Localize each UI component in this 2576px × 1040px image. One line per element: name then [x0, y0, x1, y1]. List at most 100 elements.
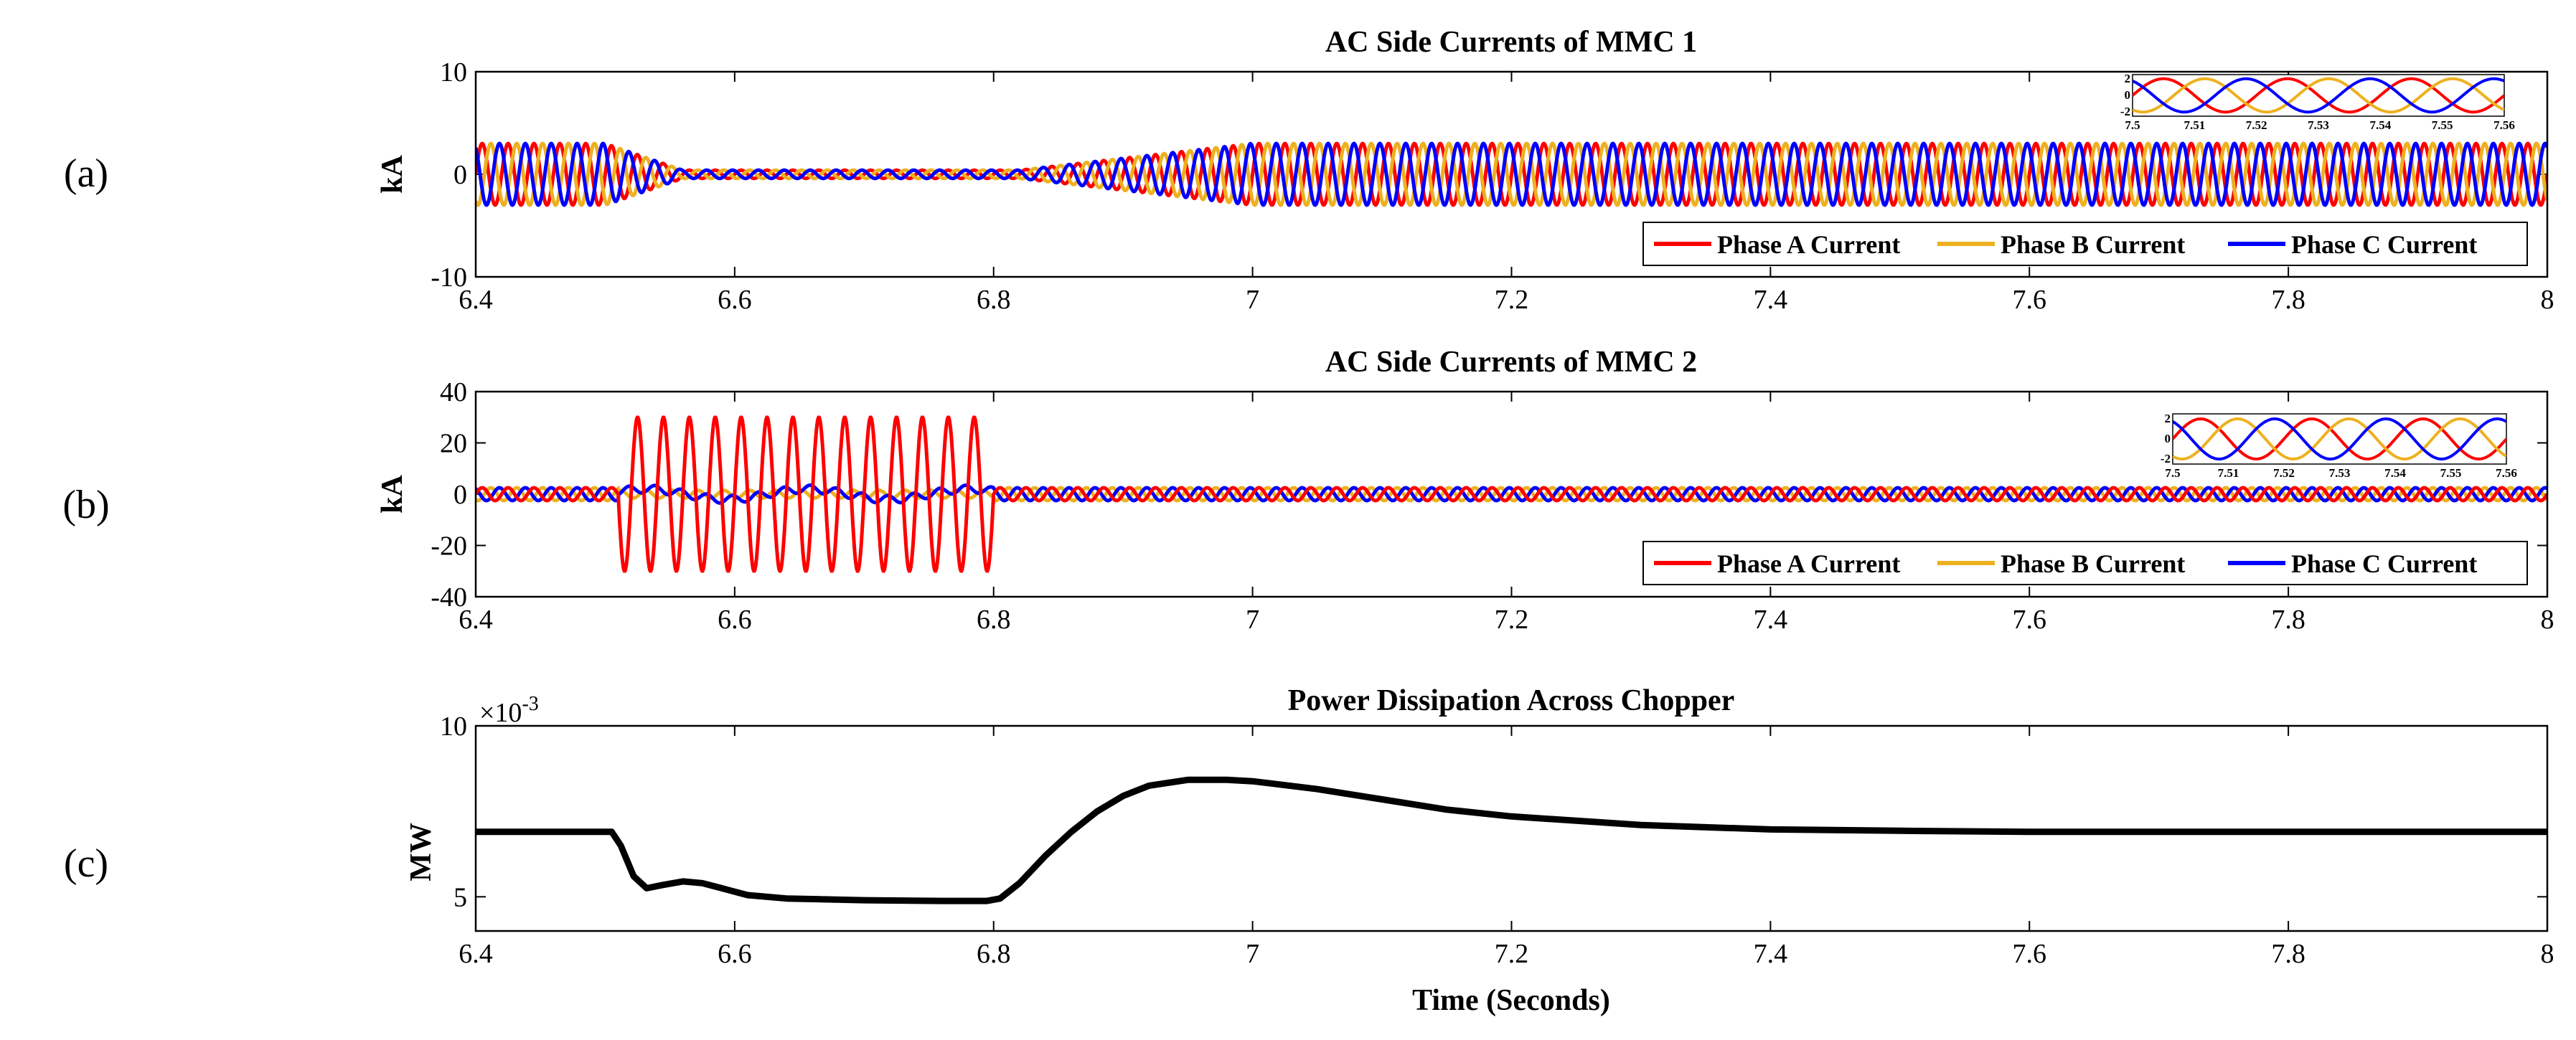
- panel-a-inset: 2 0 -2 7.5 7.51 7.52 7.53 7.54 7.55 7.56: [2120, 72, 2515, 132]
- inset-x-tick-label: 7.51: [2184, 118, 2205, 132]
- inset-y-tick-label: -2: [2161, 452, 2171, 465]
- x-tick-label: 6.8: [977, 285, 1011, 315]
- panel-a-title: AC Side Currents of MMC 1: [1325, 26, 1697, 59]
- inset-series-line: [2173, 417, 2506, 460]
- x-tick-label: 7: [1246, 605, 1259, 635]
- panel-a-label: (a): [64, 151, 108, 196]
- panel-c-title: Power Dissipation Across Chopper: [1288, 684, 1735, 717]
- y-tick-label: -20: [431, 531, 467, 562]
- panel-a-ylabel: kA: [376, 154, 409, 193]
- x-tick-label: 7.6: [2013, 285, 2047, 315]
- panel-c-y-scale: ×10-3: [479, 693, 539, 728]
- series-line-phase-c-current: [476, 483, 2547, 505]
- inset-y-tick-label: 0: [2125, 88, 2131, 102]
- panel-c-label: (c): [64, 841, 108, 886]
- x-tick-label: 7.6: [2013, 605, 2047, 635]
- panel-a-xticks: 6.4 6.6 6.8 7 7.2 7.4 7.6 7.8 8: [459, 72, 2554, 315]
- inset-y-tick-label: -2: [2120, 105, 2130, 118]
- panel-c-y-scale-exp: -3: [522, 693, 538, 715]
- panel-c-ylabel: MW: [405, 823, 438, 881]
- x-tick-label: 8: [2541, 605, 2554, 635]
- panel-a-inset-yticks: 2 0 -2: [2120, 72, 2130, 118]
- inset-x-tick-label: 7.54: [2369, 118, 2391, 132]
- panel-a-inset-series: [2133, 77, 2504, 114]
- x-tick-label: 6.4: [459, 939, 493, 969]
- x-tick-label: 7.8: [2271, 285, 2305, 315]
- x-tick-label: 6.4: [459, 605, 493, 635]
- panel-b: (b) AC Side Currents of MMC 2 kA 6.4 6.6 6…: [62, 346, 2554, 635]
- panel-c: (c) Power Dissipation Across Chopper MW …: [64, 684, 2554, 1017]
- panel-b-ylabel: kA: [376, 474, 409, 513]
- inset-x-tick-label: 7.54: [2384, 466, 2406, 480]
- panel-b-inset-series: [2173, 417, 2506, 461]
- panel-a: (a) AC Side Currents of MMC 1 kA 6.4 6.6 6…: [64, 26, 2554, 315]
- legend-b-phase-b: Phase B Current: [2001, 549, 2185, 578]
- panel-b-label: (b): [62, 483, 109, 527]
- series-line-phase-a-current: [476, 415, 2547, 573]
- y-tick-label: 20: [440, 429, 467, 459]
- panel-a-axes-box: [474, 70, 2549, 278]
- series-line-phase-a-current: [476, 141, 2547, 207]
- panel-c-series: [476, 776, 2547, 904]
- x-axis-label: Time (Seconds): [1412, 984, 1610, 1017]
- panel-b-xticks: 6.4 6.6 6.8 7 7.2 7.4 7.6 7.8 8: [459, 392, 2554, 635]
- inset-x-tick-label: 7.55: [2440, 466, 2462, 480]
- legend-a-phase-a: Phase A Current: [1717, 230, 1900, 259]
- panel-a-legend: Phase A Current Phase B Current Phase C …: [1642, 222, 2528, 266]
- x-tick-label: 6.8: [977, 605, 1011, 635]
- panel-b-series: [476, 415, 2547, 573]
- x-tick-label: 7.8: [2271, 939, 2305, 969]
- x-tick-label: 6.6: [718, 285, 752, 315]
- inset-x-tick-label: 7.52: [2273, 466, 2295, 480]
- y-tick-label: 0: [453, 160, 467, 190]
- panel-b-inset-xticks: 7.5 7.51 7.52 7.53 7.54 7.55 7.56: [2165, 466, 2517, 480]
- inset-x-tick-label: 7.5: [2165, 466, 2180, 480]
- inset-x-tick-label: 7.52: [2246, 118, 2267, 132]
- panel-b-title: AC Side Currents of MMC 2: [1325, 346, 1697, 379]
- inset-series-line: [2133, 77, 2504, 114]
- x-tick-label: 6.8: [977, 939, 1011, 969]
- inset-series-line: [2173, 417, 2506, 460]
- legend-a-phase-c: Phase C Current: [2291, 230, 2477, 259]
- inset-y-tick-label: 2: [2165, 412, 2171, 425]
- x-tick-label: 7.8: [2271, 605, 2305, 635]
- panel-b-axes-box: [474, 390, 2549, 598]
- x-tick-label: 7.4: [1754, 939, 1788, 969]
- panel-a-inset-xticks: 7.5 7.51 7.52 7.53 7.54 7.55 7.56: [2125, 118, 2515, 132]
- legend-b-phase-a: Phase A Current: [1717, 549, 1900, 578]
- legend-b-phase-c: Phase C Current: [2291, 549, 2477, 578]
- x-tick-label: 7.4: [1754, 285, 1788, 315]
- x-tick-label: 7.2: [1495, 285, 1529, 315]
- panel-b-legend: Phase A Current Phase B Current Phase C …: [1642, 541, 2528, 585]
- series-line-power: [476, 776, 2547, 904]
- inset-x-tick-label: 7.53: [2329, 466, 2351, 480]
- panel-c-xticks: 6.4 6.6 6.8 7 7.2 7.4 7.6 7.8 8: [459, 726, 2554, 969]
- panel-b-inset-yticks: 2 0 -2: [2161, 412, 2171, 465]
- x-tick-label: 7: [1246, 939, 1259, 969]
- y-tick-label: -10: [431, 263, 467, 293]
- inset-series-line: [2173, 417, 2506, 461]
- y-tick-label: -40: [431, 582, 467, 613]
- series-line-phase-c-current: [476, 141, 2547, 207]
- panel-c-axes-box: [474, 724, 2549, 932]
- x-tick-label: 7.4: [1754, 605, 1788, 635]
- legend-a-phase-b: Phase B Current: [2001, 230, 2185, 259]
- inset-x-tick-label: 7.53: [2308, 118, 2329, 132]
- panel-a-yticks: 10 0 -10: [431, 57, 2547, 293]
- x-tick-label: 6.4: [459, 285, 493, 315]
- x-tick-label: 7.2: [1495, 939, 1529, 969]
- x-tick-label: 7.6: [2013, 939, 2047, 969]
- y-tick-label: 10: [440, 712, 467, 742]
- y-tick-label: 5: [453, 882, 467, 912]
- y-tick-label: 40: [440, 377, 467, 407]
- x-tick-label: 6.6: [718, 605, 752, 635]
- inset-x-tick-label: 7.5: [2125, 118, 2140, 132]
- series-line-phase-b-current: [476, 141, 2547, 207]
- panel-c-y-scale-base: ×10: [479, 698, 522, 728]
- panel-c-yticks: 10 5: [440, 712, 2547, 912]
- x-tick-label: 7.2: [1495, 605, 1529, 635]
- x-tick-label: 7: [1246, 285, 1259, 315]
- panel-b-inset: 2 0 -2 7.5 7.51 7.52 7.53 7.54 7.55 7.56: [2161, 412, 2517, 480]
- x-tick-label: 8: [2541, 939, 2554, 969]
- inset-series-line: [2133, 77, 2504, 114]
